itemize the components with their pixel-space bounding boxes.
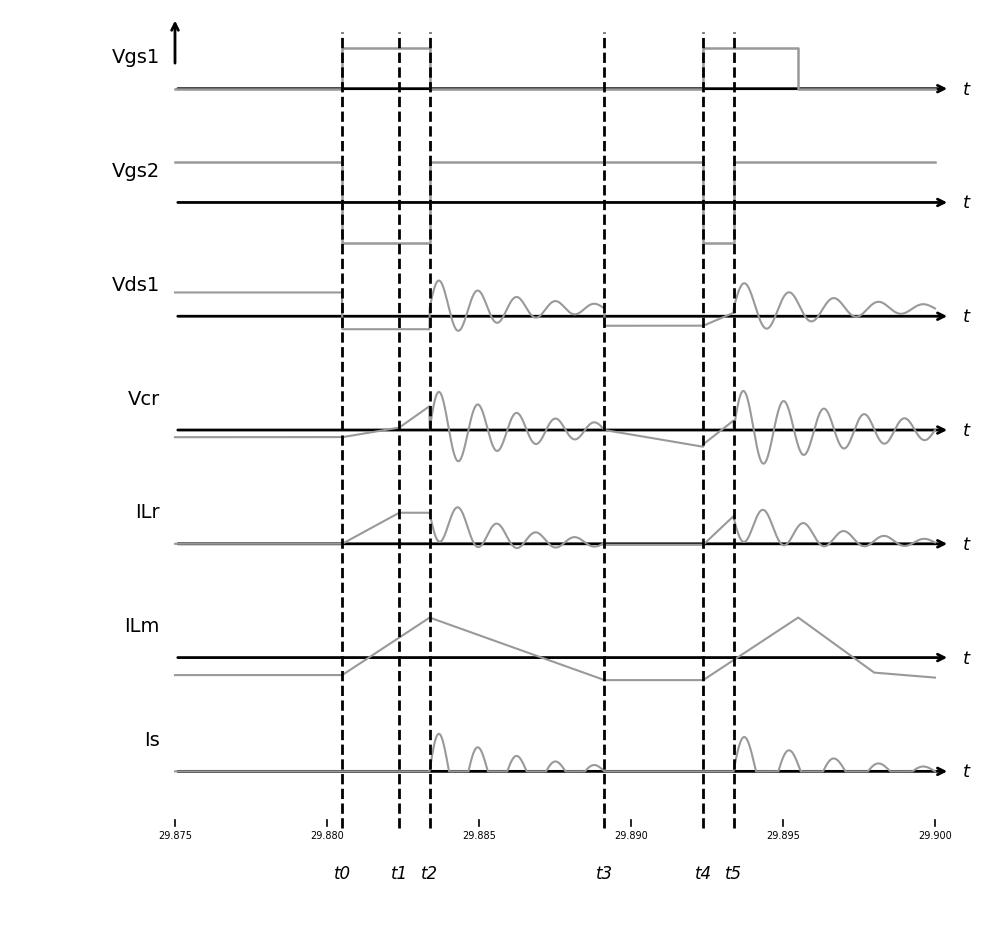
Text: 29.875: 29.875 [158, 830, 192, 841]
Text: 29.885: 29.885 [462, 830, 496, 841]
Text: t1: t1 [391, 864, 408, 882]
Text: t0: t0 [334, 864, 351, 882]
Text: 29.895: 29.895 [766, 830, 800, 841]
Text: Vgs1: Vgs1 [112, 49, 160, 67]
Text: Vcr: Vcr [128, 389, 160, 408]
Text: 29.900: 29.900 [918, 830, 952, 841]
Text: t: t [963, 421, 970, 440]
Text: t5: t5 [725, 864, 742, 882]
Text: t2: t2 [421, 864, 438, 882]
Text: 29.890: 29.890 [614, 830, 648, 841]
Text: ILm: ILm [125, 617, 160, 636]
Text: 29.880: 29.880 [310, 830, 344, 841]
Text: Vgs2: Vgs2 [112, 162, 160, 181]
Text: Is: Is [144, 730, 160, 749]
Text: ILr: ILr [135, 503, 160, 522]
Text: t: t [963, 308, 970, 326]
Text: t4: t4 [695, 864, 712, 882]
Text: t: t [963, 763, 970, 781]
Text: t: t [963, 535, 970, 553]
Text: t: t [963, 649, 970, 666]
Text: Vds1: Vds1 [112, 275, 160, 295]
Text: t: t [963, 195, 970, 212]
Text: t3: t3 [596, 864, 613, 882]
Text: t: t [963, 80, 970, 98]
